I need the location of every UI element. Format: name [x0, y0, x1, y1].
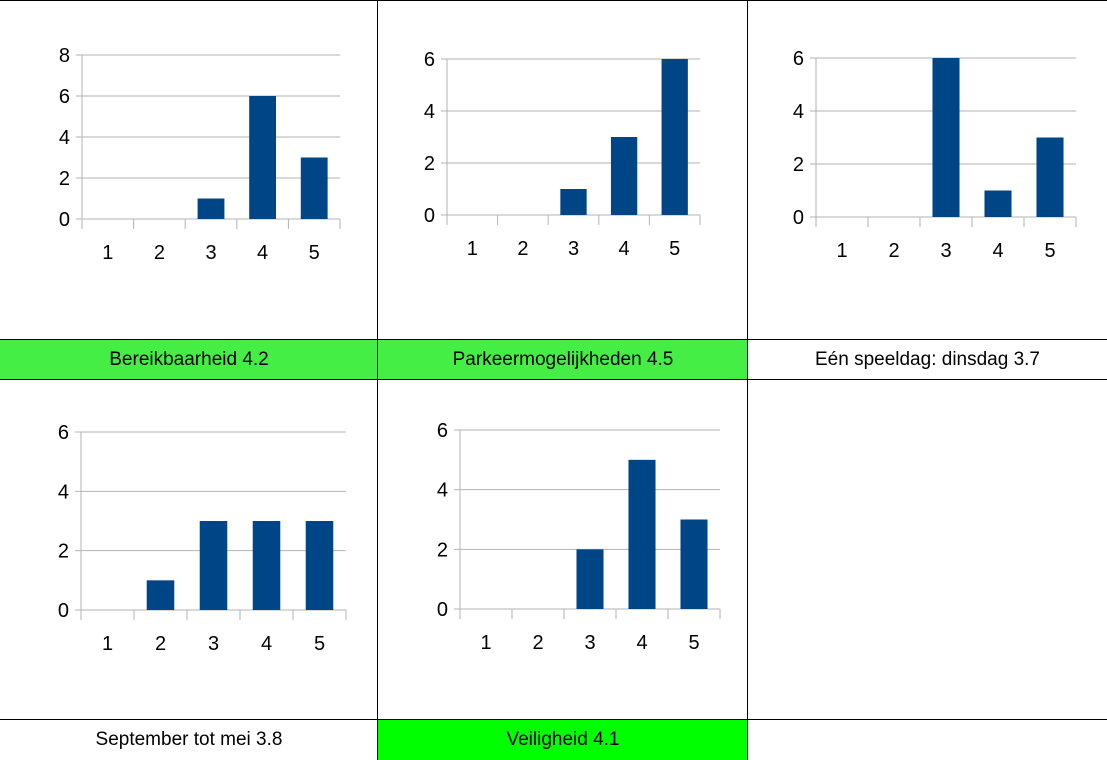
y-tick-label: 4: [58, 481, 69, 503]
y-tick-label: 4: [793, 101, 804, 123]
y-tick-label: 2: [793, 154, 804, 176]
x-tick-label: 1: [467, 238, 478, 260]
bar: [305, 521, 334, 610]
x-tick-label: 5: [314, 633, 325, 655]
y-tick-label: 4: [437, 480, 448, 502]
y-tick-label: 8: [59, 45, 70, 67]
x-tick-label: 5: [688, 632, 699, 654]
y-tick-label: 0: [424, 205, 435, 227]
x-tick-label: 1: [102, 633, 113, 655]
x-tick-label: 2: [517, 238, 528, 260]
chart-cell-1: 0 2 4 6 8 1 2 3 4 5: [0, 0, 378, 340]
x-tick-label: 1: [480, 632, 491, 654]
x-tick-label: 2: [154, 242, 165, 264]
chart-cell-5: 0 2 4 6 1 2 3 4 5: [377, 379, 748, 720]
bar: [252, 521, 281, 610]
bar: [628, 459, 656, 609]
bar: [1036, 137, 1064, 217]
bar-chart-1: 0 2 4 6 8 1 2 3 4 5: [59, 45, 341, 264]
x-tick-label: 4: [636, 632, 647, 654]
bar-chart-3: 0 2 4 6 1 2 3 4 5: [793, 48, 1077, 262]
x-tick-label: 4: [261, 633, 272, 655]
bar: [560, 189, 587, 215]
bar: [661, 59, 688, 215]
bar: [249, 96, 277, 219]
bar: [300, 157, 328, 219]
y-tick-label: 0: [793, 207, 804, 229]
bar: [197, 198, 225, 219]
y-tick-label: 6: [437, 420, 448, 442]
label-parkeermogelijkheden: Parkeermogelijkheden 4.5: [377, 339, 748, 380]
y-tick-label: 6: [58, 422, 69, 444]
x-tick-label: 4: [257, 242, 268, 264]
y-tick-label: 4: [424, 101, 435, 123]
empty-label-cell: [747, 719, 1107, 760]
label-veiligheid: Veiligheid 4.1: [377, 719, 748, 760]
bar: [610, 137, 638, 215]
y-tick-label: 0: [59, 209, 70, 231]
x-tick-label: 3: [208, 633, 219, 655]
y-tick-label: 2: [437, 539, 448, 561]
x-tick-label: 3: [584, 632, 595, 654]
bar: [576, 549, 604, 609]
label-speeldag: Eén speeldag: dinsdag 3.7: [747, 339, 1107, 380]
x-tick-label: 2: [155, 633, 166, 655]
x-tick-label: 4: [992, 240, 1003, 262]
x-tick-label: 4: [619, 238, 630, 260]
x-tick-label: 3: [568, 238, 579, 260]
x-tick-label: 2: [888, 240, 899, 262]
x-tick-label: 1: [102, 242, 113, 264]
x-tick-label: 3: [940, 240, 951, 262]
y-tick-label: 2: [58, 541, 69, 563]
label-bereikbaarheid: Bereikbaarheid 4.2: [0, 339, 378, 380]
bar-chart-2: 0 2 4 6 1 2 3 4 5: [424, 49, 701, 260]
y-tick-label: 2: [59, 168, 70, 190]
y-tick-label: 2: [424, 153, 435, 175]
y-tick-label: 6: [793, 48, 804, 70]
x-tick-label: 5: [1044, 240, 1055, 262]
bar-chart-4: 0 2 4 6 1 2 3 4 5: [58, 422, 347, 655]
bar: [199, 521, 228, 610]
x-tick-label: 5: [669, 238, 680, 260]
empty-cell: [747, 379, 1107, 720]
label-september-mei: September tot mei 3.8: [0, 719, 378, 760]
x-tick-label: 5: [309, 242, 320, 264]
chart-cell-4: 0 2 4 6 1 2 3 4 5: [0, 379, 378, 720]
bar: [984, 190, 1012, 217]
y-tick-label: 6: [59, 86, 70, 108]
x-tick-label: 1: [836, 240, 847, 262]
bar: [932, 58, 960, 217]
bar-chart-5: 0 2 4 6 1 2 3 4 5: [437, 420, 721, 654]
bar: [680, 519, 708, 609]
chart-cell-2: 0 2 4 6 1 2 3 4 5: [377, 0, 748, 340]
chart-cell-3: 0 2 4 6 1 2 3 4 5: [747, 0, 1107, 340]
bar: [146, 580, 175, 610]
y-tick-label: 6: [424, 49, 435, 71]
y-tick-label: 0: [437, 599, 448, 621]
y-tick-label: 0: [58, 600, 69, 622]
y-tick-label: 4: [59, 127, 70, 149]
x-tick-label: 3: [205, 242, 216, 264]
x-tick-label: 2: [532, 632, 543, 654]
